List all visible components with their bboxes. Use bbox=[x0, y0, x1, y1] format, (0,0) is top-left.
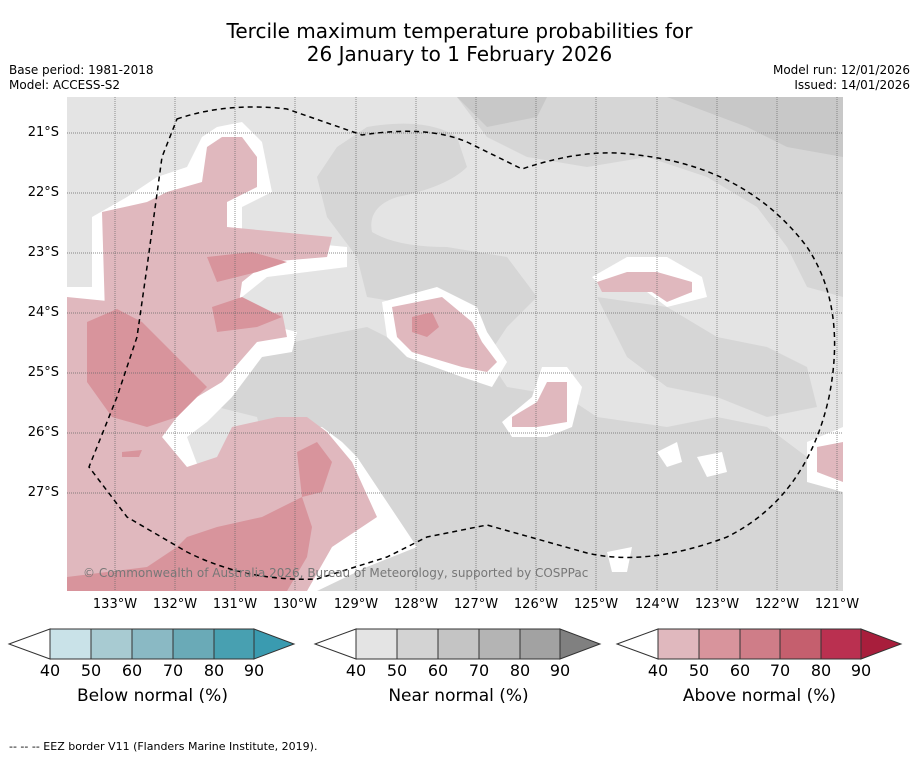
lon-label-129: 129°W bbox=[333, 597, 379, 612]
lon-label-121: 121°W bbox=[814, 597, 860, 612]
colorbar-below-segment-2 bbox=[90, 628, 133, 660]
colorbar-above-segment-5 bbox=[820, 628, 862, 660]
below-tick-70: 70 bbox=[162, 661, 184, 680]
colorbar-near-segment-4 bbox=[478, 628, 521, 660]
eez-border bbox=[88, 106, 836, 581]
colorbar-above-min-arrow bbox=[615, 628, 659, 660]
below-tick-60: 60 bbox=[121, 661, 143, 680]
colorbar-below-normal bbox=[7, 628, 296, 660]
above-tick-50: 50 bbox=[688, 661, 710, 680]
lon-label-130: 130°W bbox=[272, 597, 318, 612]
colorbar-below-segment-1 bbox=[49, 628, 92, 660]
lat-label-22: 22°S bbox=[27, 185, 59, 200]
colorbar-above-segment-3 bbox=[739, 628, 781, 660]
above-tick-60: 60 bbox=[729, 661, 751, 680]
near-tick-50: 50 bbox=[386, 661, 408, 680]
above-tick-70: 70 bbox=[769, 661, 791, 680]
colorbar-above-segment-1 bbox=[657, 628, 700, 660]
near-normal-60-70-regions bbox=[457, 97, 843, 157]
lon-label-128: 128°W bbox=[393, 597, 439, 612]
colorbars-svg bbox=[7, 628, 903, 660]
near-tick-90: 90 bbox=[549, 661, 571, 680]
lat-label-27: 27°S bbox=[27, 485, 59, 500]
lon-label-132: 132°W bbox=[152, 597, 198, 612]
near-tick-80: 80 bbox=[509, 661, 531, 680]
probability-map: © Commonwealth of Australia 2026, Bureau… bbox=[67, 97, 843, 591]
above-tick-40: 40 bbox=[647, 661, 669, 680]
above-tick-80: 80 bbox=[810, 661, 832, 680]
lat-label-21: 21°S bbox=[27, 125, 59, 140]
colorbar-below-segment-3 bbox=[131, 628, 174, 660]
above-normal-label: Above normal (%) bbox=[682, 686, 837, 706]
lon-label-133: 133°W bbox=[92, 597, 138, 612]
colorbar-near-max-arrow bbox=[559, 628, 602, 660]
below-tick-80: 80 bbox=[203, 661, 225, 680]
below-normal-label: Below normal (%) bbox=[77, 686, 228, 706]
colorbar-near-normal bbox=[313, 628, 602, 660]
base-period: Base period: 1981-2018 bbox=[9, 63, 154, 77]
colorbar-above-segment-4 bbox=[779, 628, 822, 660]
above-tick-90: 90 bbox=[850, 661, 872, 680]
model-run: Model run: 12/01/2026 bbox=[772, 63, 910, 77]
map-svg: © Commonwealth of Australia 2026, Bureau… bbox=[67, 97, 843, 591]
colorbar-near-segment-1 bbox=[355, 628, 398, 660]
near-tick-70: 70 bbox=[468, 661, 490, 680]
colorbar-below-segment-4 bbox=[172, 628, 215, 660]
copyright-notice: © Commonwealth of Australia 2026, Bureau… bbox=[83, 566, 588, 580]
eez-footnote: -- -- -- EEZ border V11 (Flanders Marine… bbox=[9, 740, 318, 753]
lat-label-26: 26°S bbox=[27, 425, 59, 440]
colorbar-near-segment-2 bbox=[396, 628, 439, 660]
colorbar-above-normal bbox=[615, 628, 903, 660]
colorbar-near-segment-3 bbox=[437, 628, 480, 660]
colorbar-above-max-arrow bbox=[860, 628, 903, 660]
model-name: Model: ACCESS-S2 bbox=[9, 78, 121, 92]
colorbar-above-segment-2 bbox=[698, 628, 741, 660]
colorbar-near-segment-5 bbox=[519, 628, 561, 660]
lon-label-126: 126°W bbox=[513, 597, 559, 612]
issued-date: Issued: 14/01/2026 bbox=[794, 78, 910, 92]
lon-label-122: 122°W bbox=[754, 597, 800, 612]
above-normal-40-50-regions bbox=[67, 137, 843, 591]
lon-label-127: 127°W bbox=[453, 597, 499, 612]
near-tick-40: 40 bbox=[345, 661, 367, 680]
below-tick-40: 40 bbox=[39, 661, 61, 680]
lon-label-124: 124°W bbox=[634, 597, 680, 612]
lat-label-24: 24°S bbox=[27, 305, 59, 320]
near-normal-label: Near normal (%) bbox=[388, 686, 529, 706]
lat-label-23: 23°S bbox=[27, 245, 59, 260]
colorbar-near-min-arrow bbox=[313, 628, 357, 660]
graticule bbox=[67, 97, 843, 591]
lon-label-131: 131°W bbox=[212, 597, 258, 612]
colorbar-below-segment-5 bbox=[213, 628, 255, 660]
near-tick-60: 60 bbox=[427, 661, 449, 680]
map-title-line-2: 26 January to 1 February 2026 bbox=[306, 42, 613, 66]
below-tick-90: 90 bbox=[243, 661, 265, 680]
below-tick-50: 50 bbox=[80, 661, 102, 680]
map-title-line-1: Tercile maximum temperature probabilitie… bbox=[226, 19, 693, 43]
lon-label-125: 125°W bbox=[573, 597, 619, 612]
lon-label-123: 123°W bbox=[694, 597, 740, 612]
colorbar-below-max-arrow bbox=[253, 628, 296, 660]
colorbar-below-min-arrow bbox=[7, 628, 51, 660]
lat-label-25: 25°S bbox=[27, 365, 59, 380]
